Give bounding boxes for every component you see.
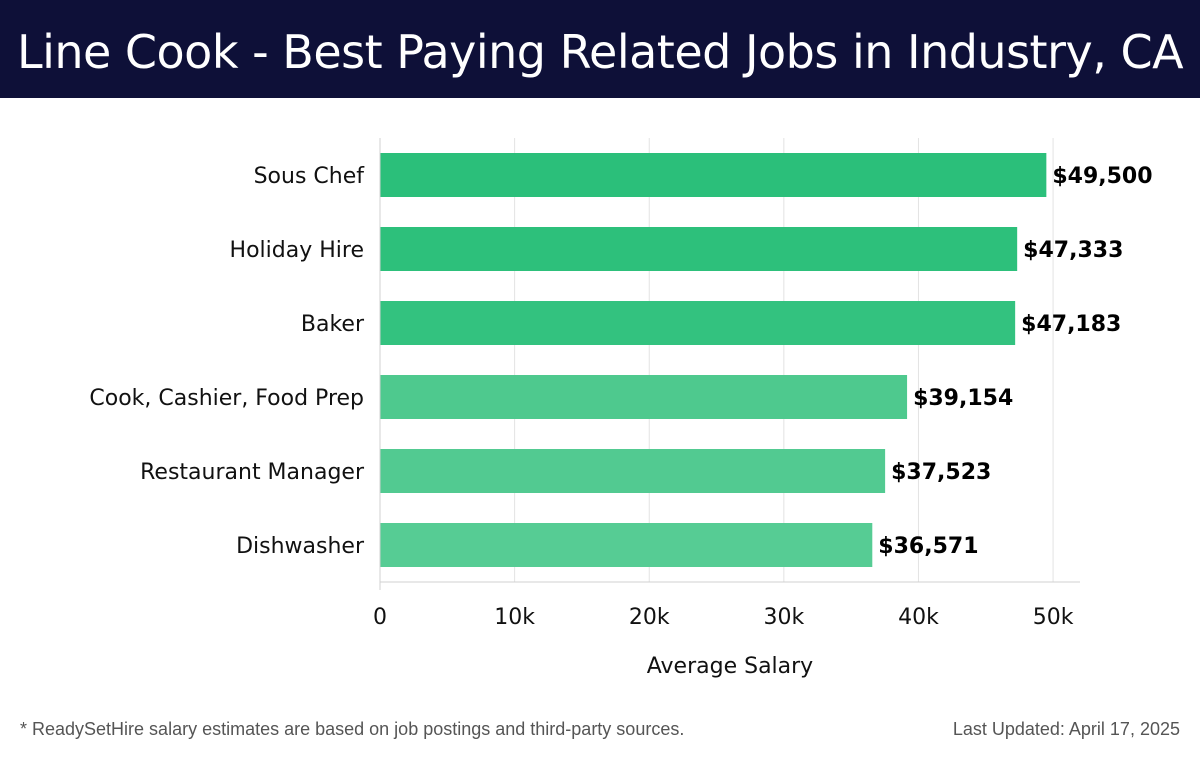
bar-chart: Sous Chef Holiday Hire Baker Cook, Cashier,…	[89, 138, 1153, 679]
value-label: $47,183	[1021, 312, 1121, 337]
value-label: $36,571	[878, 534, 978, 559]
bar	[380, 153, 1047, 197]
title-banner: Line Cook - Best Paying Related Jobs in …	[0, 0, 1200, 98]
bar	[380, 375, 908, 419]
category-label: Baker	[301, 312, 365, 337]
category-label: Holiday Hire	[230, 238, 364, 263]
x-axis-tick-labels: 0 10k 20k 30k 40k 50k	[373, 605, 1074, 630]
footnote: * ReadySetHire salary estimates are base…	[20, 719, 685, 739]
x-tick-label: 40k	[898, 605, 939, 630]
category-label: Dishwasher	[236, 534, 365, 559]
x-tick-label: 0	[373, 605, 387, 630]
x-axis-label: Average Salary	[647, 654, 813, 679]
gridlines	[379, 138, 1054, 582]
category-labels: Sous Chef Holiday Hire Baker Cook, Cashier,…	[89, 164, 365, 559]
category-label: Restaurant Manager	[140, 460, 365, 485]
bar	[380, 301, 1016, 345]
value-labels: $49,500 $47,333 $47,183 $39,154 $37,523 $36,5…	[878, 164, 1152, 559]
x-tick-label: 30k	[763, 605, 804, 630]
bar	[380, 227, 1018, 271]
x-tick-label: 10k	[494, 605, 535, 630]
bar	[380, 523, 873, 567]
bar	[380, 449, 886, 493]
bars	[380, 153, 1047, 567]
x-tick-label: 20k	[629, 605, 670, 630]
value-label: $49,500	[1052, 164, 1152, 189]
category-label: Sous Chef	[254, 164, 366, 189]
value-label: $47,333	[1023, 238, 1123, 263]
x-tick-label: 50k	[1033, 605, 1074, 630]
category-label: Cook, Cashier, Food Prep	[89, 386, 364, 411]
value-label: $37,523	[891, 460, 991, 485]
last-updated: Last Updated: April 17, 2025	[952, 719, 1180, 739]
value-label: $39,154	[913, 386, 1013, 411]
chart-title: Line Cook - Best Paying Related Jobs in …	[16, 25, 1184, 79]
